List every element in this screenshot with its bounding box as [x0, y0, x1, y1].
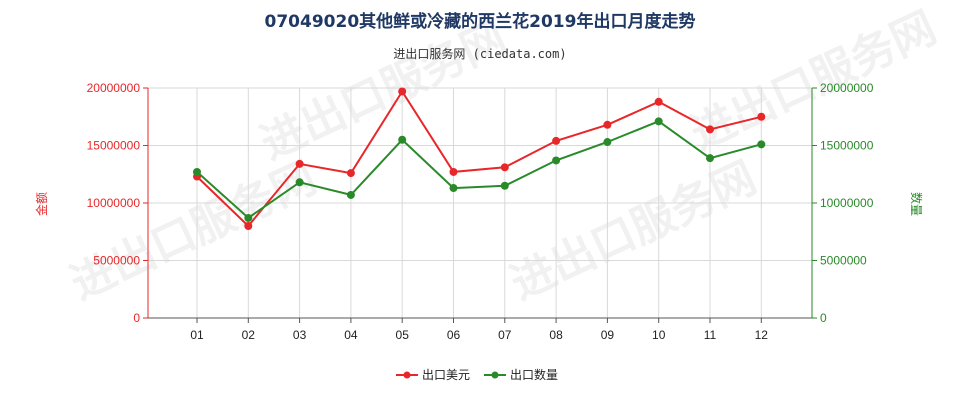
series-0-point-5: [449, 167, 458, 176]
series-0-point-6: [500, 163, 509, 172]
legend-marker-usd: [403, 371, 411, 379]
series-0-point-2: [295, 159, 304, 168]
watermark-text-1: 进出口服务网: [503, 152, 764, 310]
series-0-point-3: [346, 169, 355, 178]
left-tick-label-2: 10000000: [87, 196, 141, 210]
series-0-point-8: [603, 120, 612, 129]
chart-subtitle: 进出口服务网 (ciedata.com): [393, 46, 566, 61]
x-tick-label-4: 05: [396, 328, 410, 342]
series-1: [193, 117, 766, 222]
watermark-text-2: 进出口服务网: [253, 12, 514, 170]
right-tick-label-4: 20000000: [820, 81, 874, 95]
series-1-point-6: [500, 181, 509, 190]
series-0-point-9: [654, 97, 663, 106]
left-tick-label-1: 5000000: [93, 254, 140, 268]
series-1-point-0: [193, 167, 201, 176]
series-1-point-2: [295, 178, 304, 187]
series-1-point-9: [654, 117, 663, 126]
left-tick-label-3: 15000000: [87, 139, 141, 153]
x-tick-label-0: 01: [190, 328, 204, 342]
legend-label-quantity: 出口数量: [510, 367, 558, 382]
series-0-point-11: [757, 112, 766, 121]
legend-item-usd[interactable]: 出口美元: [396, 368, 470, 382]
x-tick-label-5: 06: [447, 328, 461, 342]
right-axis-label: 数量: [909, 192, 924, 216]
series-0-point-10: [706, 125, 714, 134]
series-1-point-1: [244, 213, 253, 222]
x-tick-label-8: 09: [601, 328, 615, 342]
x-axis-ticks: 01 02 03 04 05 06 07 08 09 10 11 12: [190, 318, 768, 342]
x-tick-label-11: 12: [755, 328, 769, 342]
series-0: [193, 87, 766, 230]
left-tick-label-0: 0: [133, 311, 140, 325]
series-0-point-4: [398, 87, 407, 96]
legend-item-quantity[interactable]: 出口数量: [484, 367, 558, 382]
x-tick-label-3: 04: [344, 328, 358, 342]
series-1-point-4: [398, 135, 407, 144]
right-tick-label-3: 15000000: [820, 139, 874, 153]
series-layer: [193, 87, 766, 230]
right-axis-ticks: 0 5000000 10000000 15000000 20000000: [812, 81, 874, 325]
series-0-point-1: [244, 222, 253, 230]
x-tick-label-1: 02: [242, 328, 256, 342]
right-tick-label-2: 10000000: [820, 196, 874, 210]
series-1-point-10: [706, 154, 714, 163]
series-1-point-5: [449, 184, 458, 193]
x-tick-label-10: 11: [704, 328, 717, 342]
series-line-0: [196, 89, 762, 228]
series-0-point-7: [552, 136, 561, 145]
left-axis-label: 金额: [34, 192, 49, 216]
right-tick-label-1: 5000000: [820, 254, 867, 268]
x-tick-label-7: 08: [549, 328, 563, 342]
x-tick-label-2: 03: [293, 328, 307, 342]
legend-label-usd: 出口美元: [422, 368, 470, 382]
series-1-point-3: [346, 190, 355, 199]
legend[interactable]: 出口美元 出口数量: [396, 367, 558, 382]
x-tick-label-9: 10: [652, 328, 666, 342]
x-tick-label-6: 07: [498, 328, 512, 342]
series-1-point-7: [552, 156, 561, 165]
watermark-text-3: 进出口服务网: [683, 2, 944, 160]
left-tick-label-4: 20000000: [87, 81, 141, 95]
series-1-point-8: [603, 138, 612, 147]
legend-marker-quantity: [491, 371, 499, 379]
left-axis-ticks: 0 5000000 10000000 15000000 20000000: [87, 81, 148, 325]
series-line-1: [196, 120, 762, 220]
series-1-point-11: [757, 140, 766, 149]
right-tick-label-0: 0: [820, 311, 827, 325]
chart-title: 07049020其他鲜或冷藏的西兰花2019年出口月度走势: [265, 11, 696, 32]
